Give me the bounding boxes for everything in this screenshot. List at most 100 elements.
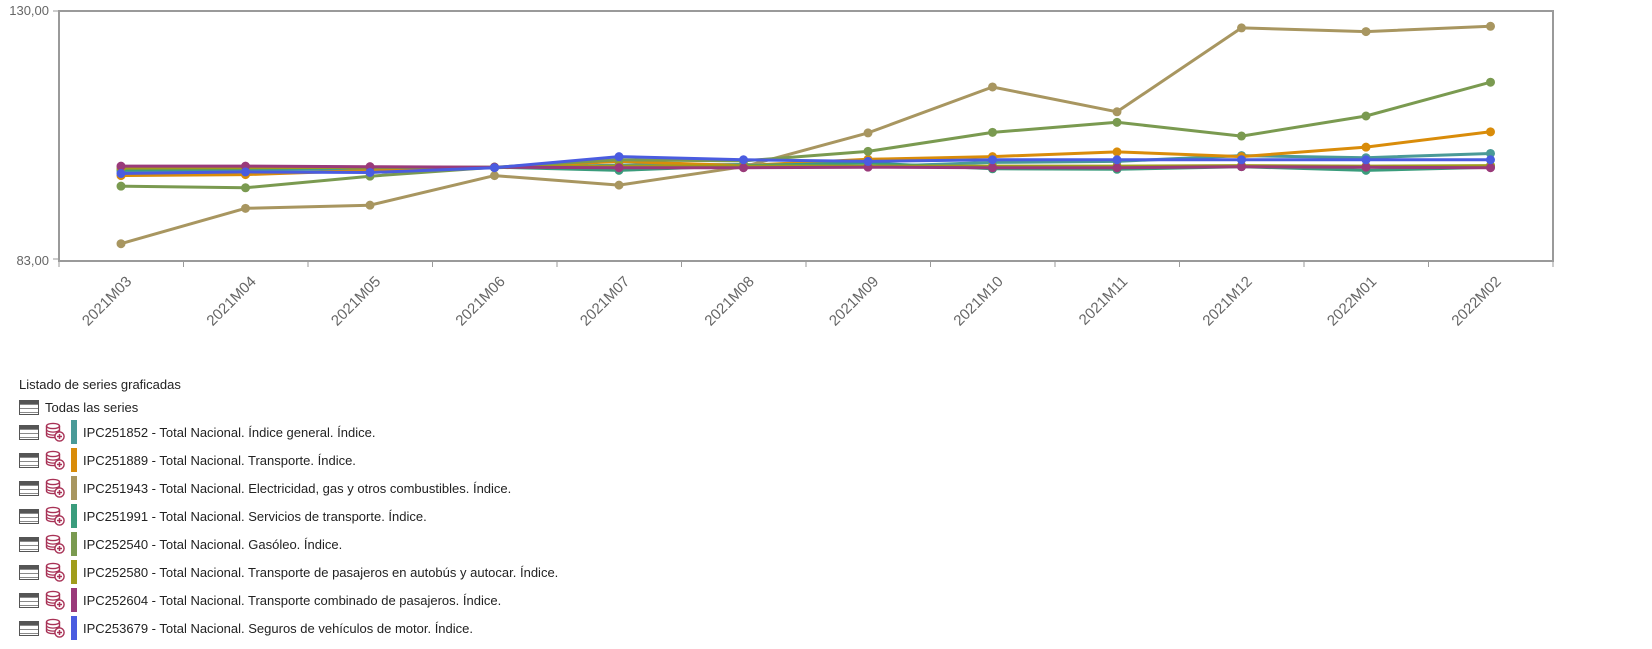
data-point[interactable] [116, 181, 126, 191]
table-icon[interactable] [19, 480, 39, 496]
data-point[interactable] [1361, 162, 1371, 172]
database-add-icon[interactable] [45, 422, 65, 442]
legend-item[interactable]: IPC252580 - Total Nacional. Transporte d… [19, 558, 1019, 586]
series-label[interactable]: IPC251889 - Total Nacional. Transporte. … [83, 452, 356, 468]
data-point[interactable] [614, 163, 624, 173]
data-point[interactable] [1486, 21, 1495, 31]
data-point[interactable] [241, 183, 250, 193]
all-series-label[interactable]: Todas las series [45, 399, 139, 415]
table-icon[interactable] [19, 536, 39, 552]
series-label[interactable]: IPC252580 - Total Nacional. Transporte d… [83, 564, 559, 580]
series-label[interactable]: IPC253679 - Total Nacional. Seguros de v… [83, 620, 473, 636]
data-point[interactable] [1361, 155, 1371, 165]
database-add-icon[interactable] [45, 590, 65, 610]
x-tick-label: 2022M01 [1324, 273, 1380, 329]
series-color-swatch [71, 448, 77, 472]
table-icon[interactable] [19, 592, 39, 608]
data-point[interactable] [1112, 163, 1122, 173]
series-color-swatch [71, 560, 77, 584]
database-add-icon[interactable] [45, 562, 65, 582]
database-add-icon[interactable] [45, 506, 65, 526]
legend-item-all-series[interactable]: Todas las series [19, 396, 1019, 418]
series-7 [116, 152, 1495, 179]
data-point[interactable] [614, 180, 624, 190]
series-legend: Listado de series graficadas Todas las s… [19, 376, 1019, 642]
data-point[interactable] [1112, 147, 1122, 157]
data-point[interactable] [1486, 127, 1495, 137]
series-color-swatch [71, 588, 77, 612]
data-point[interactable] [1486, 155, 1495, 165]
data-point[interactable] [1237, 131, 1246, 141]
data-point[interactable] [1486, 163, 1495, 173]
data-point[interactable] [241, 203, 250, 213]
data-point[interactable] [988, 155, 997, 165]
data-point[interactable] [1361, 142, 1371, 152]
table-icon[interactable] [19, 564, 39, 580]
series-label[interactable]: IPC252604 - Total Nacional. Transporte c… [83, 592, 502, 608]
database-add-icon[interactable] [45, 478, 65, 498]
data-point[interactable] [988, 163, 997, 173]
legend-item[interactable]: IPC252604 - Total Nacional. Transporte c… [19, 586, 1019, 614]
data-point[interactable] [1237, 155, 1246, 165]
series-color-swatch [71, 476, 77, 500]
series-color-swatch [71, 532, 77, 556]
data-point[interactable] [863, 128, 873, 138]
x-tick-label: 2021M06 [452, 273, 508, 329]
table-icon[interactable] [19, 399, 39, 415]
data-point[interactable] [988, 127, 997, 137]
table-icon[interactable] [19, 452, 39, 468]
y-tick-label-min: 83,00 [16, 253, 49, 268]
database-add-icon[interactable] [45, 450, 65, 470]
data-point[interactable] [1112, 155, 1122, 165]
data-point[interactable] [1112, 107, 1122, 117]
table-icon[interactable] [19, 620, 39, 636]
x-tick-label: 2021M04 [203, 273, 259, 329]
data-point[interactable] [739, 163, 748, 173]
data-point[interactable] [365, 200, 375, 210]
x-tick-label: 2021M10 [950, 273, 1006, 329]
data-point[interactable] [1112, 117, 1122, 127]
y-tick-label-max: 130,00 [9, 3, 49, 18]
legend-item[interactable]: IPC252540 - Total Nacional. Gasóleo. Índ… [19, 530, 1019, 558]
series-line [119, 24, 1492, 246]
table-icon[interactable] [19, 508, 39, 524]
data-point[interactable] [490, 171, 499, 181]
series-label[interactable]: IPC251852 - Total Nacional. Índice gener… [83, 424, 376, 440]
series-label[interactable]: IPC252540 - Total Nacional. Gasóleo. Índ… [83, 536, 343, 552]
series-label[interactable]: IPC251991 - Total Nacional. Servicios de… [83, 508, 427, 524]
data-point[interactable] [1361, 27, 1371, 37]
x-tick-label: 2022M02 [1448, 273, 1504, 329]
legend-item[interactable]: IPC253679 - Total Nacional. Seguros de v… [19, 614, 1019, 642]
x-tick-label: 2021M08 [701, 273, 757, 329]
data-point[interactable] [241, 167, 250, 177]
data-point[interactable] [116, 161, 126, 171]
data-point[interactable] [116, 169, 126, 179]
legend-title: Listado de series graficadas [19, 377, 181, 392]
legend-item[interactable]: IPC251943 - Total Nacional. Electricidad… [19, 474, 1019, 502]
data-point[interactable] [614, 152, 624, 162]
data-point[interactable] [1361, 111, 1371, 121]
series-color-swatch [71, 504, 77, 528]
legend-item[interactable]: IPC251991 - Total Nacional. Servicios de… [19, 502, 1019, 530]
data-point[interactable] [739, 155, 748, 165]
data-point[interactable] [365, 167, 375, 177]
series-label[interactable]: IPC251943 - Total Nacional. Electricidad… [83, 480, 512, 496]
database-add-icon[interactable] [45, 618, 65, 638]
table-icon[interactable] [19, 424, 39, 440]
x-tick-label: 2021M05 [328, 273, 384, 329]
data-point[interactable] [863, 156, 873, 166]
data-point[interactable] [1486, 77, 1495, 87]
x-tick-label: 2021M11 [1076, 273, 1131, 328]
legend-item[interactable]: IPC251889 - Total Nacional. Transporte. … [19, 446, 1019, 474]
series-color-swatch [71, 616, 77, 640]
x-tick-label: 2021M07 [577, 273, 633, 329]
data-point[interactable] [988, 82, 997, 92]
database-add-icon[interactable] [45, 534, 65, 554]
data-point[interactable] [490, 163, 499, 173]
legend-item[interactable]: IPC251852 - Total Nacional. Índice gener… [19, 418, 1019, 446]
data-point[interactable] [863, 146, 873, 156]
chart-svg: 130,00 83,00 2021M03 2021M04 2021M05 2021M0… [9, 3, 1554, 329]
x-tick-label: 2021M12 [1199, 273, 1255, 329]
data-point[interactable] [1237, 23, 1246, 33]
data-point[interactable] [116, 239, 126, 249]
